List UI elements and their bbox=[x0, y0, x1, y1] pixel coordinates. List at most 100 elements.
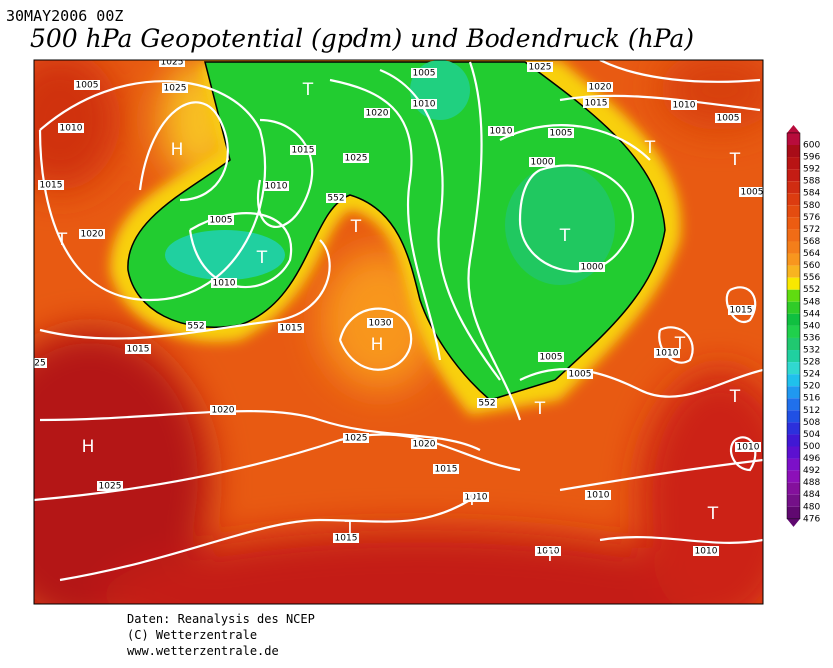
pressure-center: T bbox=[559, 226, 571, 246]
label-box bbox=[585, 490, 611, 500]
pressure-center: H bbox=[171, 140, 184, 160]
legend-swatch bbox=[787, 337, 800, 351]
legend-swatch bbox=[787, 181, 800, 194]
isobar-label: 1025 bbox=[529, 63, 552, 73]
pressure-center: T bbox=[534, 399, 546, 419]
label-box bbox=[278, 323, 304, 333]
pressure-center: T bbox=[729, 150, 741, 170]
isobar-label: 1000 bbox=[581, 263, 604, 273]
isobar-label: 1025 bbox=[164, 84, 187, 94]
label-box bbox=[162, 83, 188, 93]
legend-swatch bbox=[787, 374, 800, 387]
legend-swatch bbox=[787, 169, 800, 182]
label-box bbox=[97, 481, 123, 491]
label-box bbox=[671, 100, 697, 110]
label-box bbox=[739, 187, 763, 197]
pressure-center: H bbox=[371, 335, 384, 355]
isobar-label: 1020 bbox=[589, 83, 612, 93]
legend-swatch bbox=[787, 506, 800, 519]
pressure-center: T bbox=[256, 248, 268, 268]
legend-swatch bbox=[787, 434, 800, 447]
label-box bbox=[488, 126, 514, 136]
legend-label: 480 bbox=[803, 502, 820, 512]
label-box bbox=[186, 321, 206, 331]
label-box bbox=[693, 546, 719, 556]
label-box bbox=[567, 369, 593, 379]
label-box bbox=[343, 433, 369, 443]
isobar-label: 1010 bbox=[490, 127, 513, 137]
footer-line: www.wetterzentrale.de bbox=[127, 644, 279, 658]
isobar-label: 25 bbox=[34, 359, 45, 369]
legend-swatch bbox=[787, 301, 800, 314]
label-box bbox=[38, 180, 64, 190]
label-box bbox=[535, 546, 561, 556]
isobar-label: 1015 bbox=[292, 146, 315, 156]
isobar-label: 1015 bbox=[435, 465, 458, 475]
legend-label: 536 bbox=[803, 333, 820, 343]
label-box bbox=[715, 113, 741, 123]
legend-swatch bbox=[787, 362, 800, 375]
pressure-center: T bbox=[707, 504, 719, 524]
legend-label: 556 bbox=[803, 273, 820, 283]
legend-swatch bbox=[787, 410, 800, 423]
legend-label: 512 bbox=[803, 406, 820, 416]
isobar-label: 1025 bbox=[345, 434, 368, 444]
label-box bbox=[79, 229, 105, 239]
isobar-label: 1020 bbox=[366, 109, 389, 119]
pressure-center: T bbox=[350, 217, 362, 237]
label-box bbox=[411, 439, 437, 449]
label-box bbox=[548, 128, 574, 138]
legend-label: 592 bbox=[803, 165, 820, 175]
legend-label: 484 bbox=[803, 490, 820, 500]
label-box bbox=[74, 80, 100, 90]
label-box bbox=[208, 215, 234, 225]
legend-label: 544 bbox=[803, 309, 820, 319]
label-box bbox=[579, 262, 605, 272]
isobar-label: 1005 bbox=[76, 81, 99, 91]
label-box bbox=[538, 352, 564, 362]
isobar-label: 1010 bbox=[587, 491, 610, 501]
isobar-label: 552 bbox=[327, 194, 344, 204]
isobar-label: 1005 bbox=[550, 129, 573, 139]
isobar-label: 1025 bbox=[345, 154, 368, 164]
isobar-label: 1010 bbox=[213, 279, 236, 289]
pressure-center: T bbox=[302, 80, 314, 100]
footer-line: (C) Wetterzentrale bbox=[127, 628, 257, 642]
isobar-label: 1010 bbox=[656, 349, 679, 359]
legend-label: 572 bbox=[803, 225, 820, 235]
legend-swatch bbox=[787, 470, 800, 483]
isobar-label: 1010 bbox=[737, 443, 760, 453]
legend-label: 504 bbox=[803, 430, 820, 440]
isobar-label: 1010 bbox=[265, 182, 288, 192]
label-box bbox=[290, 145, 316, 155]
isobar-label: 1010 bbox=[673, 101, 696, 111]
legend-swatch bbox=[787, 422, 800, 435]
legend-swatch bbox=[787, 325, 800, 338]
isobar-label: 1015 bbox=[40, 181, 63, 191]
legend-swatch bbox=[787, 313, 800, 326]
label-box bbox=[463, 492, 489, 502]
pressure-center: T bbox=[674, 334, 686, 354]
label-box bbox=[343, 153, 369, 163]
legend-swatch bbox=[787, 217, 800, 230]
label-box bbox=[34, 358, 47, 368]
label-box bbox=[367, 318, 393, 328]
label-box bbox=[587, 82, 613, 92]
isobar-label: 1005 bbox=[569, 370, 592, 380]
label-box bbox=[411, 99, 437, 109]
legend-swatch bbox=[787, 398, 800, 411]
label-box bbox=[735, 442, 761, 452]
legend-label: 492 bbox=[803, 466, 820, 476]
isobar-label: 1015 bbox=[335, 534, 358, 544]
legend-swatch bbox=[787, 277, 800, 290]
label-box bbox=[728, 305, 754, 315]
pressure-center: T bbox=[644, 138, 656, 158]
legend-label: 532 bbox=[803, 345, 820, 355]
legend-swatch bbox=[787, 446, 800, 459]
legend-label: 508 bbox=[803, 418, 820, 428]
isobar-label: 1005 bbox=[540, 353, 563, 363]
legend-label: 520 bbox=[803, 382, 820, 392]
legend-swatch bbox=[787, 265, 800, 278]
legend-label: 500 bbox=[803, 442, 820, 452]
